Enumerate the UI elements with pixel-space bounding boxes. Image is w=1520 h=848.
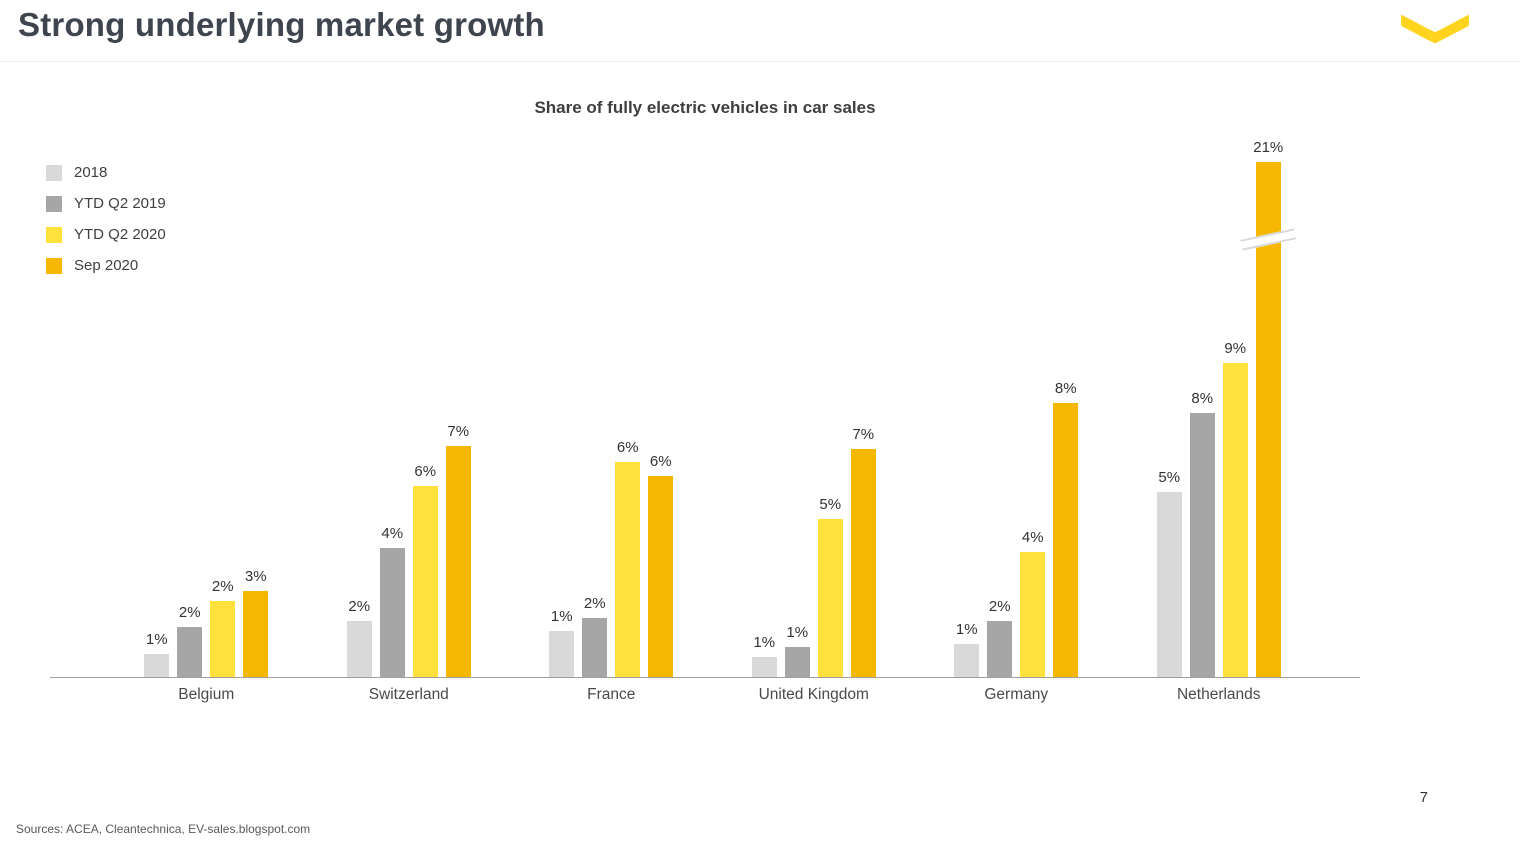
legend-label: Sep 2020 — [74, 257, 139, 274]
bar-value-label: 2% — [988, 598, 1011, 615]
bar-group-france: 1% 2% 6% 6% — [510, 150, 713, 677]
x-axis-labels: Belgium Switzerland France United Kingdom Ge… — [50, 686, 1360, 704]
bar-group-belgium: 1% 2% 2% 3% — [105, 150, 308, 677]
chart-title: Share of fully electric vehicles in car … — [534, 98, 876, 117]
brand-chevron-logo — [1398, 11, 1472, 47]
bar-netherlands-ytd-q2-2019: 8% — [1189, 390, 1215, 677]
bar-value-label: 6% — [616, 439, 639, 456]
bar-united-kingdom-ytd-q2-2020: 5% — [817, 496, 843, 677]
bar-value-label: 7% — [852, 426, 875, 443]
legend-swatch — [46, 226, 62, 243]
bar-value-label: 5% — [1158, 469, 1181, 486]
bar-value-label: 3% — [244, 568, 267, 585]
bar-united-kingdom-2018: 1% — [751, 634, 777, 677]
category-label-netherlands: Netherlands — [1176, 686, 1261, 703]
bar-value-label: 4% — [381, 525, 404, 542]
bar-belgium-2018: 1% — [144, 631, 170, 677]
bar-france-sep-2020: 6% — [648, 453, 674, 677]
legend-item-ytd-q2-2020: YTD Q2 2020 — [46, 226, 166, 243]
bar-value-label: 1% — [955, 621, 978, 638]
legend-swatch — [46, 164, 62, 181]
bar-belgium-sep-2020: 3% — [243, 568, 269, 677]
bar-france-2018: 1% — [549, 608, 575, 677]
bar-germany-2018: 1% — [954, 621, 980, 677]
bar-united-kingdom-ytd-q2-2019: 1% — [784, 624, 810, 677]
bar-united-kingdom-sep-2020: 7% — [850, 426, 876, 677]
bar-value-label: 2% — [583, 595, 606, 612]
legend-swatch — [46, 257, 62, 274]
bar-value-label: 1% — [145, 631, 168, 648]
bar-value-label: 9% — [1224, 340, 1247, 357]
bar-netherlands-sep-2020: 21% — [1240, 139, 1297, 677]
category-label-belgium: Belgium — [178, 686, 235, 703]
category-label-switzerland: Switzerland — [368, 686, 449, 703]
bar-france-ytd-q2-2019: 2% — [582, 595, 608, 677]
chart-legend: 2018 YTD Q2 2019 YTD Q2 2020 Sep 2020 — [46, 164, 166, 274]
bar-value-label: 2% — [211, 578, 234, 595]
legend-label: 2018 — [74, 164, 108, 181]
bar-germany-ytd-q2-2019: 2% — [987, 598, 1013, 677]
legend-item-ytd-q2-2019: YTD Q2 2019 — [46, 195, 166, 212]
bar-value-label: 8% — [1191, 390, 1214, 407]
slide-header: Strong underlying market growth — [0, 0, 1520, 62]
bar-netherlands-2018: 5% — [1156, 469, 1182, 677]
bar-value-label: 6% — [649, 453, 672, 470]
bar-value-label: 1% — [786, 624, 809, 641]
bar-belgium-ytd-q2-2019: 2% — [177, 604, 203, 677]
bar-group-netherlands: 5% 8% 9% 21% — [1118, 139, 1321, 677]
bar-group-germany: 1% 2% 4% 8% — [915, 150, 1118, 677]
bar-value-label: 2% — [348, 598, 371, 615]
bar-value-label: 7% — [447, 423, 470, 440]
legend-swatch — [46, 195, 62, 212]
slide-title: Strong underlying market growth — [18, 6, 545, 43]
bar-switzerland-ytd-q2-2019: 4% — [379, 525, 405, 677]
bar-value-label: 1% — [550, 608, 573, 625]
bar-value-label: 8% — [1054, 380, 1077, 397]
axis-break-icon — [1240, 228, 1297, 251]
bar-germany-ytd-q2-2020: 4% — [1020, 529, 1046, 677]
legend-label: YTD Q2 2019 — [74, 195, 166, 212]
bar-germany-sep-2020: 8% — [1053, 380, 1079, 677]
bar-group-switzerland: 2% 4% 6% 7% — [308, 150, 511, 677]
bar-value-label: 21% — [1253, 139, 1284, 156]
bar-switzerland-ytd-q2-2020: 6% — [412, 463, 438, 677]
bar-value-label: 6% — [414, 463, 437, 480]
legend-item-2018: 2018 — [46, 164, 166, 181]
bar-belgium-ytd-q2-2020: 2% — [210, 578, 236, 677]
category-label-france: France — [587, 686, 636, 703]
legend-item-sep-2020: Sep 2020 — [46, 257, 166, 274]
bar-value-label: 4% — [1021, 529, 1044, 546]
bar-netherlands-ytd-q2-2020: 9% — [1222, 340, 1248, 677]
legend-label: YTD Q2 2020 — [74, 226, 166, 243]
bar-switzerland-2018: 2% — [346, 598, 372, 677]
bar-value-label: 1% — [753, 634, 776, 651]
bar-switzerland-sep-2020: 7% — [445, 423, 471, 677]
category-label-germany: Germany — [984, 686, 1049, 703]
bar-value-label: 2% — [178, 604, 201, 621]
sources-note: Sources: ACEA, Cleantechnica, EV-sales.b… — [16, 822, 311, 836]
category-label-united-kingdom: United Kingdom — [758, 686, 869, 703]
bar-value-label: 5% — [819, 496, 842, 513]
plot-area: 1% 2% 2% 3% 2% 4% 6% 7% 1% 2% 6% 6% 1% 1% 5% 7% 1% 2% 4% 8%… — [50, 139, 1360, 678]
bar-france-ytd-q2-2020: 6% — [615, 439, 641, 677]
page-number: 7 — [1419, 789, 1428, 806]
bar-group-united-kingdom: 1% 1% 5% 7% — [713, 150, 916, 677]
